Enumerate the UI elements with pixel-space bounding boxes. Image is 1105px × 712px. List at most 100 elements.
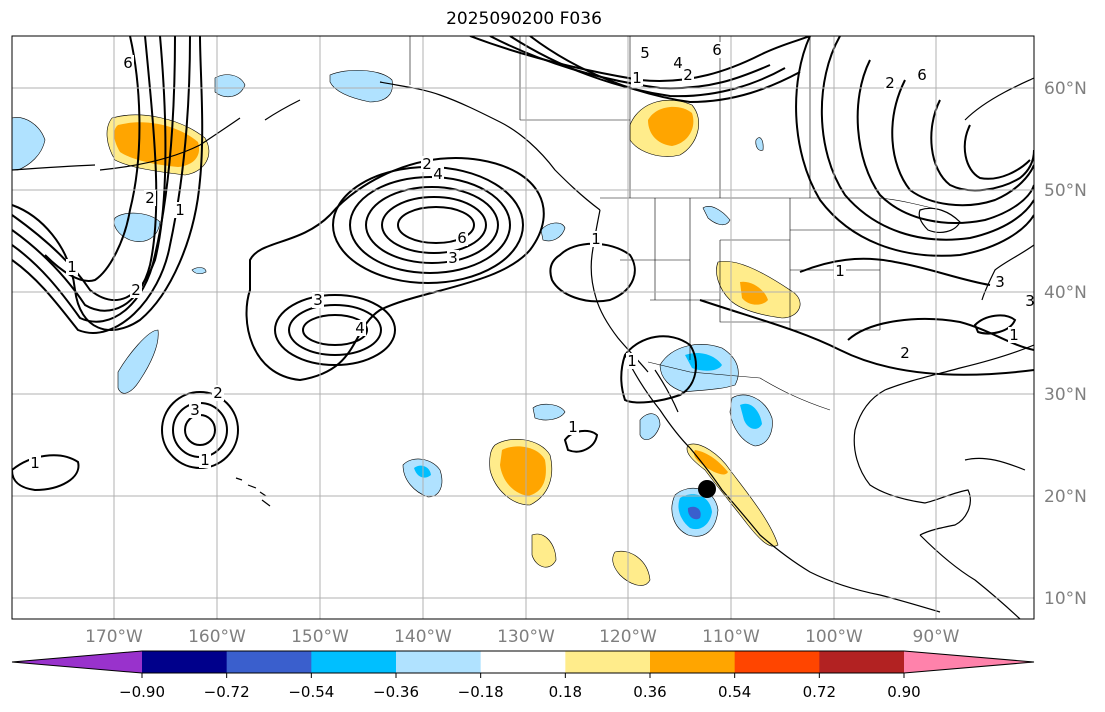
contour-sw-1: [620, 335, 697, 404]
contour-label: 1: [30, 454, 40, 472]
shaded-anomalies: [12, 69, 801, 586]
latitude-labels: 60°N 50°N 40°N 30°N 20°N 10°N: [1044, 79, 1087, 609]
lat-label: 30°N: [1044, 385, 1087, 405]
warm-anomaly-small-2: [612, 550, 651, 586]
contour-label-bg: [639, 45, 651, 61]
cold-anomaly-mid-pacific: [532, 403, 566, 421]
contour-ne-lower-2: [973, 314, 1017, 335]
colorbar-segment: [226, 651, 312, 673]
contour-secondary-2: [288, 304, 382, 356]
contour-label: 3: [995, 273, 1005, 291]
colorbar-tick-label: −0.18: [458, 683, 504, 701]
contour-label: 3: [190, 401, 200, 419]
lon-label: 170°W: [85, 627, 143, 647]
canada-provinces: [519, 36, 811, 198]
warm-anomaly-mexico-coast-core: [693, 450, 728, 475]
lat-label: 50°N: [1044, 181, 1087, 201]
colorbar-tick-label: 0.18: [549, 683, 582, 701]
colorbar-segment: [565, 651, 651, 673]
cold-anomaly-small-4: [755, 137, 764, 151]
colorbar-tick-label: 0.90: [887, 683, 920, 701]
contour-goa-4: [381, 196, 487, 254]
contour-label-bg: [682, 67, 694, 83]
colorbar-segment: [650, 651, 736, 673]
contour-ne-3: [856, 59, 1034, 224]
contour-label: 1: [175, 201, 185, 219]
lon-label: 90°W: [913, 627, 960, 647]
contour-label-bg: [631, 70, 643, 86]
coastlines: [12, 77, 1034, 619]
east-coast-upper: [981, 244, 1034, 301]
warm-anomaly-utah-core: [740, 281, 768, 305]
contour-label: 2: [131, 281, 141, 299]
colorbar-tick-label: −0.36: [373, 683, 419, 701]
contour-label-bg: [567, 419, 579, 435]
cold-anomaly-arizona-core: [685, 353, 722, 371]
contour-label: 2: [422, 155, 432, 173]
contour-label-bg: [212, 385, 224, 401]
contour-label: 2: [900, 344, 910, 362]
contour-label-bg: [590, 231, 602, 247]
contour-west-low: [12, 454, 80, 492]
lat-label: 60°N: [1044, 79, 1087, 99]
borders: [409, 36, 941, 411]
cold-anomaly-hawaii-east: [402, 458, 443, 498]
hawaii-islands: [235, 477, 271, 507]
contour-label-bg: [626, 353, 638, 369]
colorbar-tick-label: 0.72: [803, 683, 836, 701]
colorbar: −0.90 −0.72 −0.54 −0.36 −0.18 0.18 0.36 0.54 0.7…: [11, 650, 1035, 701]
colorbar-extend-min: [12, 651, 142, 673]
contour-ne-1: [795, 36, 1034, 257]
map-title: 2025090200 F036: [446, 9, 602, 29]
contour-label-bg: [29, 455, 41, 471]
contour-label: 4: [355, 319, 365, 337]
cold-anomaly-bc: [540, 222, 566, 242]
contour-label: 2: [145, 189, 155, 207]
cold-anomaly-sonora-core: [740, 403, 762, 429]
contour-label: 2: [213, 384, 223, 402]
colorbar-segment: [311, 651, 397, 673]
colorbar-tick-label: 0.36: [633, 683, 666, 701]
colorbar-tick-label: −0.54: [288, 683, 334, 701]
contour-bering-5: [44, 36, 141, 282]
map-frame: [11, 35, 1035, 620]
contour-label-bg: [884, 75, 896, 91]
cold-anomaly-alaska: [329, 69, 393, 103]
contour-label: 1: [591, 230, 601, 248]
warm-anomaly-bering-core: [114, 122, 200, 167]
contour-label-bg: [174, 202, 186, 218]
contour-label: 6: [457, 229, 467, 247]
colorbar-segment: [734, 651, 820, 673]
warm-anomaly-small-1: [531, 533, 557, 568]
colorbar-tick-label: −0.90: [119, 683, 165, 701]
contour-label-bg: [312, 292, 324, 308]
cold-anomaly-small-3: [191, 267, 207, 275]
gulf-coast: [853, 344, 1034, 504]
contour-top-2: [489, 36, 771, 90]
contour-ne-2: [820, 36, 1034, 241]
contour-label-bg: [711, 42, 723, 58]
border-us-mexico: [647, 361, 831, 411]
contour-label-bg: [916, 67, 928, 83]
contour-ne-lower-1: [799, 257, 991, 286]
contour-label-bg: [1024, 293, 1034, 309]
contour-label: 2: [683, 66, 693, 84]
contour-labels: 6121426334231126541266213211113: [29, 41, 1035, 472]
colorbar-segment: [396, 651, 482, 673]
contour-label-bg: [899, 345, 911, 361]
contour-label: 4: [433, 165, 443, 183]
baja-california: [624, 354, 691, 449]
contour-label: 1: [67, 258, 77, 276]
cuba: [964, 457, 1026, 471]
contour-label-bg: [421, 156, 433, 172]
aleutians-west: [12, 164, 96, 171]
lat-label: 20°N: [1044, 487, 1087, 507]
contour-label: 6: [917, 66, 927, 84]
contour-label: 3: [1025, 292, 1035, 310]
cold-anomaly-idaho: [702, 206, 731, 226]
contour-label-bg: [122, 55, 134, 71]
lat-label: 10°N: [1044, 589, 1087, 609]
contour-label-bg: [1008, 327, 1020, 343]
contour-goa-2: [349, 176, 511, 274]
cold-anomaly-west-pacific: [117, 329, 159, 394]
